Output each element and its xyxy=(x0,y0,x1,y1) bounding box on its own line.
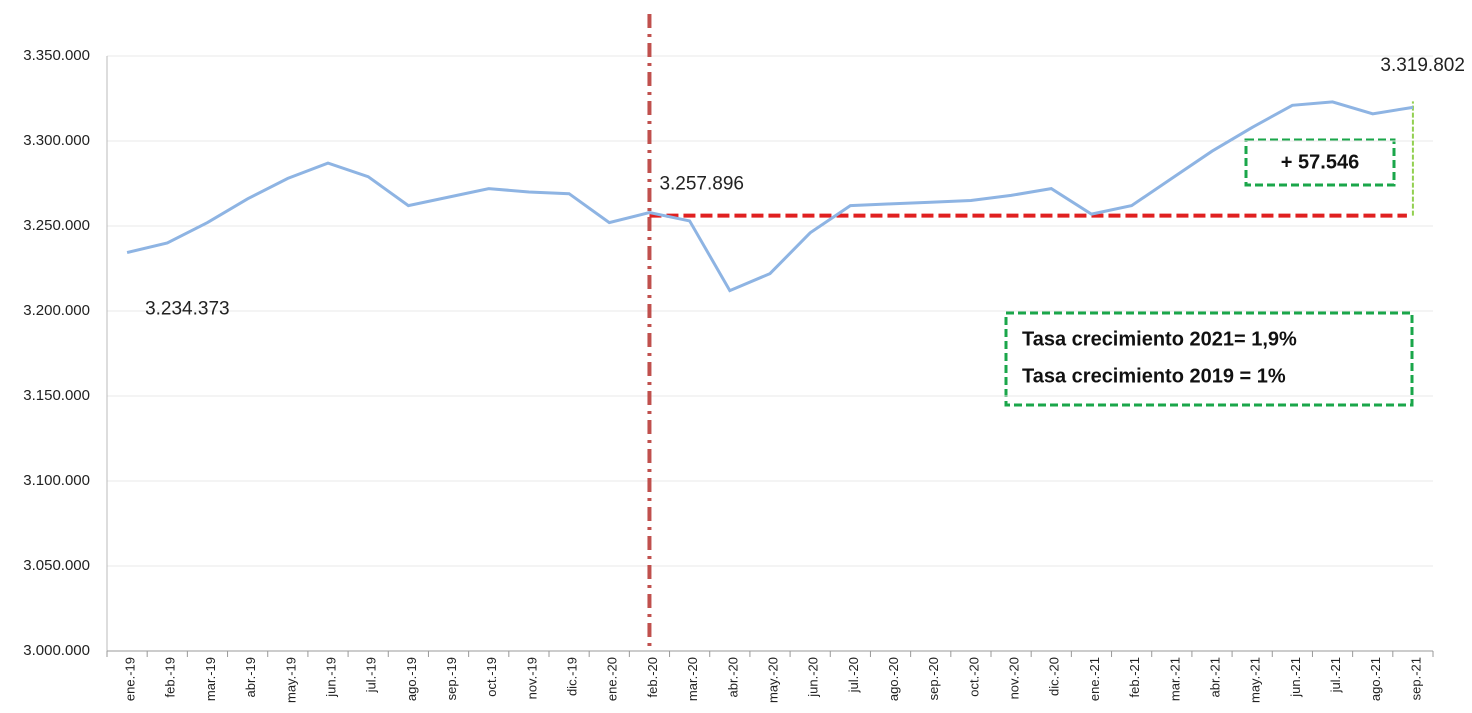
growth-2019: Tasa crecimiento 2019 = 1% xyxy=(1022,365,1286,387)
x-tick-label: abr.-20 xyxy=(725,657,740,697)
y-tick-label: 3.000.000 xyxy=(23,642,90,659)
x-tick-label: ago.-20 xyxy=(886,657,901,701)
y-tick-label: 3.200.000 xyxy=(23,302,90,319)
x-tick-label: abr.-21 xyxy=(1207,657,1222,697)
x-tick-label: sep.-20 xyxy=(926,657,941,700)
y-tick-label: 3.150.000 xyxy=(23,387,90,404)
x-tick-label: dic.-19 xyxy=(565,657,580,696)
x-tick-label: abr.-19 xyxy=(243,657,258,697)
y-tick-label: 3.100.000 xyxy=(23,472,90,489)
x-tick-label: oct.-19 xyxy=(484,657,499,697)
value-label: 3.234.373 xyxy=(145,299,230,320)
growth-2021: Tasa crecimiento 2021= 1,9% xyxy=(1022,328,1297,350)
x-tick-label: nov.-20 xyxy=(1007,657,1022,699)
x-tick-label: ene.-19 xyxy=(123,657,138,701)
x-tick-label: ago.-21 xyxy=(1368,657,1383,701)
difference-box xyxy=(1244,138,1396,187)
x-tick-label: may.-19 xyxy=(283,657,298,703)
x-tick-label: feb.-20 xyxy=(645,657,660,697)
x-tick-label: ago.-19 xyxy=(404,657,419,701)
x-tick-label: jun.-20 xyxy=(806,657,821,698)
x-tick-label: sep.-21 xyxy=(1408,657,1423,700)
x-tick-label: sep.-19 xyxy=(444,657,459,700)
x-tick-label: mar.-19 xyxy=(203,657,218,701)
y-tick-label: 3.300.000 xyxy=(23,132,90,149)
series-line xyxy=(126,100,1414,293)
y-tick-label: 3.350.000 xyxy=(23,47,90,64)
y-tick-label: 3.050.000 xyxy=(23,557,90,574)
x-tick-label: jul.-19 xyxy=(364,657,379,693)
x-tick-label: may.-20 xyxy=(765,657,780,703)
x-tick-label: ene.-21 xyxy=(1087,657,1102,701)
x-tick-label: jul.-21 xyxy=(1328,657,1343,693)
x-tick-label: jun.-21 xyxy=(1288,657,1303,698)
x-tick-label: ene.-20 xyxy=(605,657,620,701)
x-tick-label: jul.-20 xyxy=(846,657,861,693)
y-tick-label: 3.250.000 xyxy=(23,217,90,234)
x-tick-label: nov.-19 xyxy=(524,657,539,699)
x-tick-label: may.-21 xyxy=(1248,657,1263,703)
value-label: 3.257.896 xyxy=(659,174,744,195)
growth-box xyxy=(1004,311,1414,407)
x-tick-label: feb.-21 xyxy=(1127,657,1142,697)
x-tick-label: oct.-20 xyxy=(966,657,981,697)
x-tick-label: feb.-19 xyxy=(163,657,178,697)
x-tick-label: jun.-19 xyxy=(323,657,338,698)
value-label: 3.319.802 xyxy=(1380,55,1465,76)
difference-label: + 57.546 xyxy=(1281,151,1359,173)
x-tick-label: mar.-21 xyxy=(1167,657,1182,701)
x-tick-label: dic.-20 xyxy=(1047,657,1062,696)
x-tick-label: mar.-20 xyxy=(685,657,700,701)
